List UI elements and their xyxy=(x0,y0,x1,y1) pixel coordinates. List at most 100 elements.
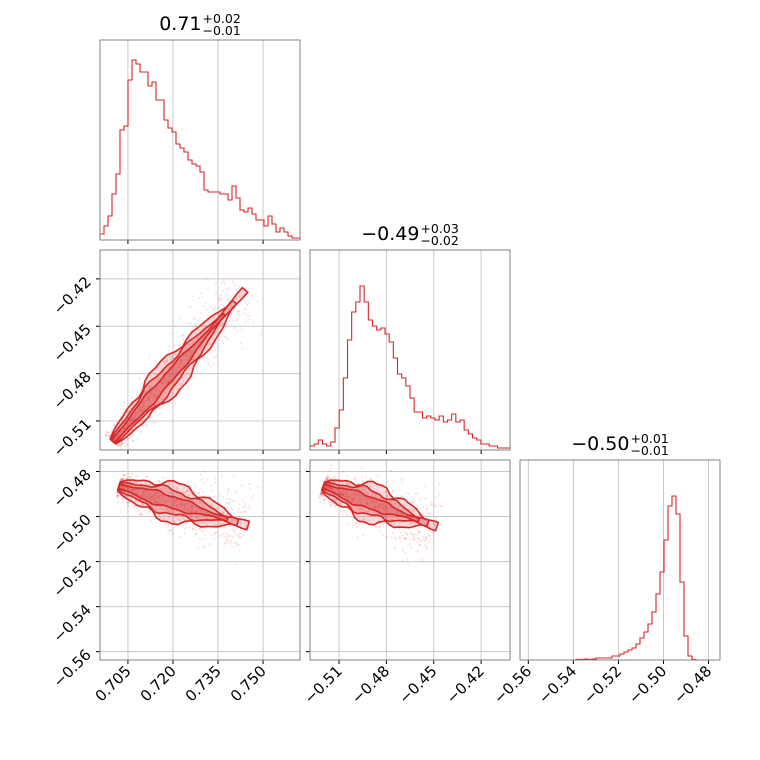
sample-point xyxy=(248,507,251,510)
sample-point xyxy=(136,437,139,440)
sample-point xyxy=(193,483,196,486)
sample-point xyxy=(164,499,167,502)
sample-point xyxy=(410,508,413,511)
sample-point xyxy=(112,423,115,427)
sample-point xyxy=(333,475,336,478)
sample-point xyxy=(377,508,380,512)
sample-point xyxy=(144,489,147,492)
sample-point xyxy=(330,488,333,491)
sample-point xyxy=(417,530,421,533)
sample-point xyxy=(422,536,425,539)
sample-point xyxy=(205,523,208,526)
sample-point xyxy=(134,500,137,503)
sample-point xyxy=(154,501,157,504)
sample-point xyxy=(108,435,111,438)
sample-point xyxy=(432,534,435,537)
sample-point xyxy=(225,538,228,541)
sample-point xyxy=(122,470,125,473)
sample-point xyxy=(122,486,125,490)
sample-point xyxy=(404,551,407,555)
sample-point xyxy=(138,513,141,516)
sample-point xyxy=(149,391,152,395)
sample-point xyxy=(192,490,196,493)
sample-point xyxy=(166,507,169,510)
sample-point xyxy=(169,510,172,513)
sample-point xyxy=(191,511,194,514)
sample-point xyxy=(151,497,154,500)
sample-point xyxy=(105,434,108,437)
sample-point xyxy=(360,467,363,470)
sample-point xyxy=(345,495,348,499)
sample-point xyxy=(220,522,223,526)
sample-point xyxy=(166,532,170,535)
sample-point xyxy=(341,492,344,495)
sample-point xyxy=(130,476,133,479)
sample-point xyxy=(330,487,334,490)
sample-point xyxy=(330,463,333,467)
density-axes xyxy=(99,459,301,661)
sample-point xyxy=(425,514,428,517)
sample-point xyxy=(363,510,366,513)
sample-point xyxy=(172,521,176,524)
sample-point xyxy=(400,478,403,481)
sample-point xyxy=(127,486,130,490)
sample-point xyxy=(322,499,325,502)
sample-point xyxy=(230,540,233,543)
sample-point xyxy=(228,501,231,504)
sample-point xyxy=(116,494,120,497)
sample-point xyxy=(171,491,174,494)
sample-point xyxy=(241,294,244,297)
sample-point xyxy=(202,481,206,484)
sample-point xyxy=(248,504,251,507)
sample-point xyxy=(419,540,422,543)
sample-point xyxy=(178,384,182,387)
sample-point xyxy=(142,408,145,411)
sample-point xyxy=(232,293,235,296)
sample-point xyxy=(410,522,413,526)
sample-point xyxy=(424,497,427,500)
sample-point xyxy=(129,418,132,421)
sample-point xyxy=(332,498,335,501)
sample-point xyxy=(205,308,208,311)
sample-point xyxy=(241,499,244,502)
sample-point xyxy=(336,489,340,492)
sample-point xyxy=(257,486,260,489)
sample-point xyxy=(238,502,241,506)
sample-point xyxy=(238,314,241,317)
sample-point xyxy=(340,493,343,496)
sample-point xyxy=(134,505,137,508)
sample-point xyxy=(421,520,425,523)
sample-point xyxy=(133,481,136,484)
sample-point xyxy=(174,324,178,327)
sample-point xyxy=(232,530,235,533)
sample-point xyxy=(358,508,361,511)
sample-point xyxy=(149,385,152,388)
sample-point xyxy=(107,431,110,435)
sample-point xyxy=(346,475,349,478)
sample-point xyxy=(183,491,186,494)
sample-point xyxy=(206,501,210,505)
sample-point xyxy=(412,500,415,504)
sample-point xyxy=(240,484,243,487)
sample-point xyxy=(213,481,217,484)
sample-point xyxy=(377,504,381,507)
sample-point xyxy=(230,542,233,545)
x-tick-label: −0.50 xyxy=(625,662,670,707)
sample-point xyxy=(393,503,396,506)
sample-point xyxy=(323,485,327,488)
sample-point xyxy=(159,498,162,501)
sample-point xyxy=(381,533,384,536)
sample-point xyxy=(352,493,355,496)
sample-point xyxy=(377,505,380,508)
sample-point xyxy=(346,481,349,484)
sample-point xyxy=(140,382,143,386)
sample-point xyxy=(193,377,197,380)
sample-point xyxy=(370,477,373,480)
sample-point xyxy=(157,495,161,498)
sample-point xyxy=(337,492,340,495)
sample-point xyxy=(318,496,321,499)
sample-point xyxy=(183,504,186,507)
sample-point xyxy=(435,504,438,508)
sample-point xyxy=(133,489,136,492)
sample-point xyxy=(212,356,216,359)
